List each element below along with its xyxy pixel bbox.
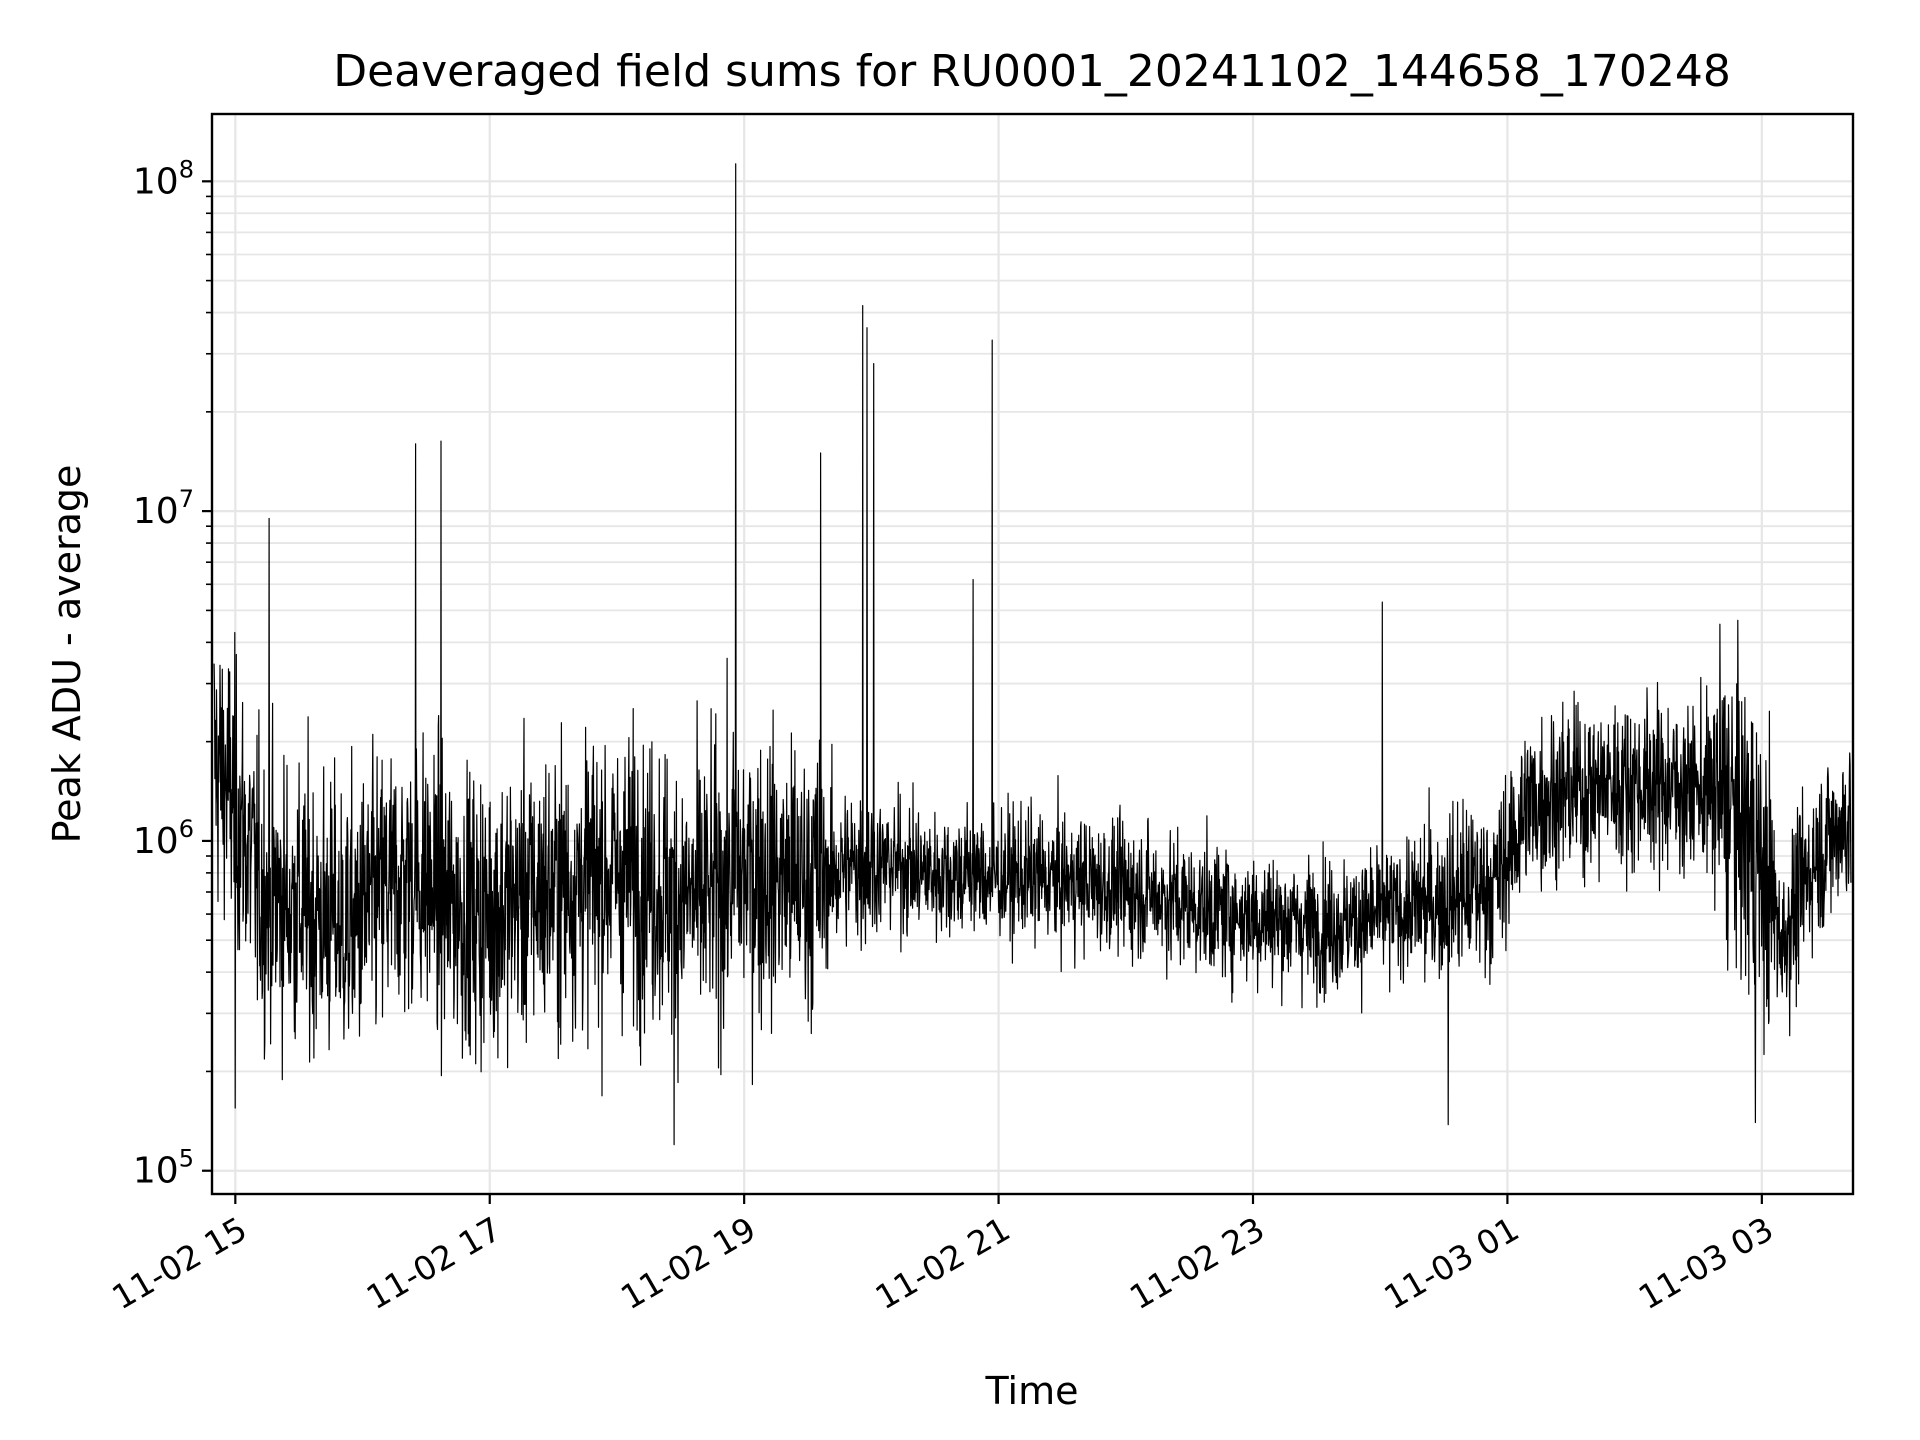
plot-frame bbox=[210, 112, 1855, 1196]
y-tick-label: 108 bbox=[133, 155, 194, 202]
y-tick-exponent: 5 bbox=[179, 1145, 194, 1173]
y-tick-label: 107 bbox=[133, 485, 194, 532]
y-tick-label: 105 bbox=[133, 1145, 194, 1192]
y-tick-exponent: 6 bbox=[179, 815, 194, 843]
y-axis-label: Peak ADU - average bbox=[45, 465, 89, 844]
chart-title: Deaveraged field sums for RU0001_2024110… bbox=[333, 46, 1731, 97]
y-tick-base: 10 bbox=[133, 821, 179, 862]
x-axis-label: Time bbox=[985, 1369, 1079, 1413]
series-layer bbox=[213, 163, 1852, 1146]
y-tick-base: 10 bbox=[133, 1151, 179, 1192]
y-tick-label: 106 bbox=[133, 815, 194, 862]
y-tick-base: 10 bbox=[133, 161, 179, 202]
y-tick-exponent: 7 bbox=[179, 485, 194, 513]
y-tick-exponent: 8 bbox=[179, 155, 194, 183]
y-tick-base: 10 bbox=[133, 491, 179, 532]
series-line bbox=[213, 163, 1852, 1146]
